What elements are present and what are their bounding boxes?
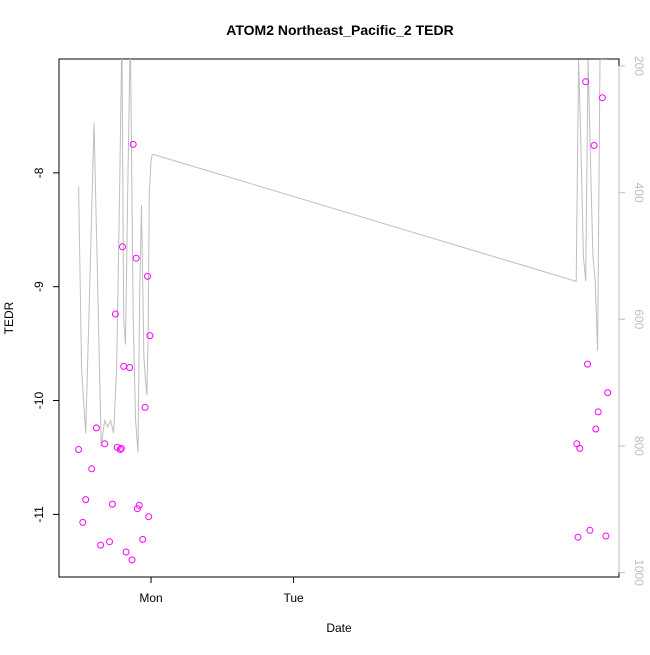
depth-series-line bbox=[78, 59, 608, 453]
data-point bbox=[574, 533, 582, 541]
y2-tick-label: 200 bbox=[632, 56, 646, 76]
y2-tick-label: 800 bbox=[632, 436, 646, 456]
data-point bbox=[111, 310, 119, 318]
scatter-points-layer bbox=[75, 78, 612, 564]
chart-title: ATOM2 Northeast_Pacific_2 TEDR bbox=[226, 22, 453, 38]
y2-tick-label: 1000 bbox=[632, 559, 646, 586]
data-point bbox=[122, 548, 130, 556]
data-point bbox=[133, 505, 141, 513]
x-tick-label: Tue bbox=[283, 591, 304, 605]
depth-line-layer bbox=[78, 59, 608, 453]
data-point bbox=[141, 403, 149, 411]
data-point bbox=[584, 360, 591, 368]
y-tick-label: -8 bbox=[32, 167, 46, 178]
y-axis-label: TEDR bbox=[2, 301, 16, 334]
data-point bbox=[101, 440, 109, 448]
data-point bbox=[126, 364, 134, 371]
data-point bbox=[117, 444, 125, 452]
data-point bbox=[119, 243, 126, 251]
data-point bbox=[594, 408, 602, 416]
data-point bbox=[116, 446, 124, 453]
data-point bbox=[590, 142, 598, 149]
data-point bbox=[135, 501, 143, 509]
data-point bbox=[92, 424, 100, 432]
data-point bbox=[79, 518, 87, 526]
data-point bbox=[582, 78, 590, 86]
data-point bbox=[82, 496, 90, 504]
data-point bbox=[97, 541, 105, 549]
data-point bbox=[144, 272, 151, 280]
y2-tick-label: 600 bbox=[632, 309, 646, 329]
data-point bbox=[75, 446, 83, 453]
data-point bbox=[576, 444, 584, 452]
data-point bbox=[129, 140, 137, 148]
x-tick-label: Mon bbox=[139, 591, 162, 605]
data-point bbox=[145, 513, 153, 521]
data-point bbox=[146, 332, 154, 340]
y-tick-label: -9 bbox=[32, 281, 46, 292]
data-point bbox=[598, 94, 606, 102]
data-point bbox=[139, 535, 147, 543]
data-point bbox=[132, 254, 140, 262]
y-tick-label: -11 bbox=[32, 506, 46, 523]
data-point bbox=[604, 389, 612, 397]
y2-tick-label: 400 bbox=[632, 183, 646, 203]
data-point bbox=[586, 526, 594, 534]
data-point bbox=[602, 532, 610, 540]
data-point bbox=[88, 465, 96, 473]
y-tick-label: -10 bbox=[32, 392, 46, 410]
data-point bbox=[120, 362, 128, 370]
data-point bbox=[108, 500, 116, 508]
data-point bbox=[592, 425, 600, 433]
data-point bbox=[106, 538, 113, 546]
x-axis-label: Date bbox=[326, 621, 352, 635]
data-point bbox=[128, 556, 136, 564]
axes-layer: Mon Tue -8 -9 -10 -11 200 400 600 800 1000 bbox=[32, 56, 646, 605]
